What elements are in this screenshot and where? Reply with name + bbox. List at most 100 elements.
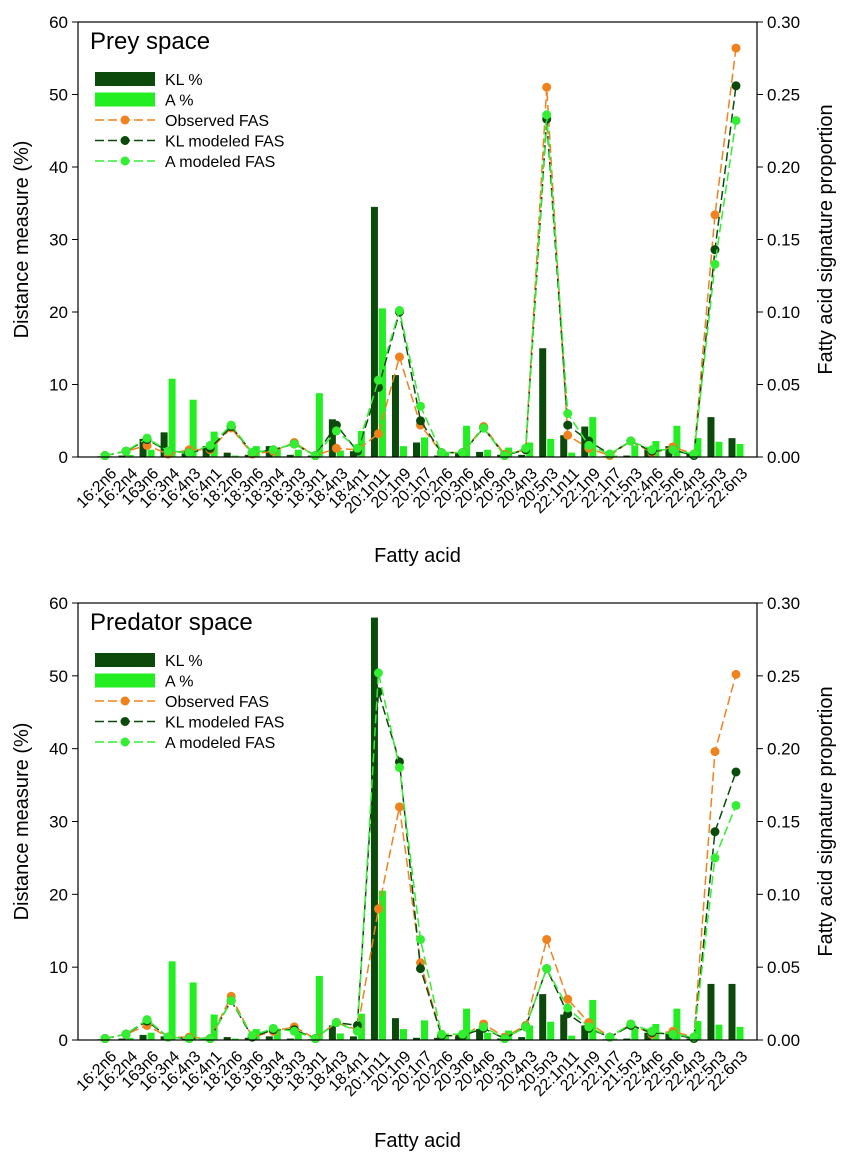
- bar: [181, 453, 189, 457]
- y-tick-label: 60: [49, 594, 68, 613]
- point: [500, 1034, 510, 1044]
- y-tick-label: 20: [49, 303, 68, 322]
- point: [689, 449, 699, 459]
- y-axis-title: Distance measure (%): [11, 141, 33, 339]
- y-tick-label: 20: [49, 885, 68, 904]
- bar: [168, 961, 176, 1040]
- bar: [560, 435, 568, 457]
- bar: [370, 617, 378, 1040]
- point: [563, 409, 573, 418]
- point: [584, 1022, 594, 1032]
- point: [163, 1032, 173, 1042]
- legend-swatch: [95, 653, 155, 667]
- bar: [294, 1032, 302, 1040]
- point: [416, 934, 425, 944]
- bar: [231, 455, 239, 457]
- y-tick-label: 50: [49, 667, 68, 686]
- point: [542, 82, 552, 92]
- bar: [189, 399, 197, 457]
- point: [310, 451, 320, 461]
- bar: [434, 455, 442, 457]
- bar: [399, 446, 407, 457]
- panel: 0 10 20 30 40 50 60 0.00 0.05 0.10 0.15 0.20 0.25 0.3…: [11, 13, 837, 567]
- bar: [126, 1037, 134, 1040]
- y-tick-label: 30: [49, 231, 68, 250]
- bar: [421, 437, 428, 457]
- point: [226, 996, 236, 1006]
- y2-tick-label: 0.10: [767, 303, 800, 322]
- legend-marker: [120, 115, 130, 125]
- point: [205, 1034, 215, 1044]
- legend-label: KL modeled FAS: [165, 134, 284, 151]
- point: [563, 420, 573, 430]
- point: [710, 259, 720, 269]
- bar: [526, 1025, 534, 1040]
- legend-label: KL %: [165, 72, 203, 89]
- point: [437, 1029, 447, 1039]
- point: [731, 81, 741, 91]
- legend-label: A modeled FAS: [165, 735, 275, 752]
- bar: [455, 453, 463, 457]
- point: [226, 420, 236, 430]
- bar: [378, 890, 386, 1040]
- y-tick-label: 0: [59, 448, 68, 467]
- bar: [328, 1025, 336, 1040]
- point: [394, 763, 404, 773]
- bar: [455, 1035, 463, 1040]
- bar: [476, 451, 484, 457]
- series-line: [104, 48, 737, 457]
- point: [352, 1026, 362, 1036]
- x-axis-title: Fatty acid: [374, 1130, 461, 1152]
- point: [710, 747, 720, 757]
- y-tick-label: 50: [49, 86, 68, 105]
- point: [563, 430, 573, 440]
- point: [521, 1022, 531, 1032]
- legend-marker: [120, 717, 130, 726]
- legend-swatch: [95, 92, 155, 107]
- bar: [673, 425, 681, 457]
- bar: [286, 1038, 294, 1040]
- bar: [378, 308, 386, 457]
- legend-label: A %: [165, 93, 193, 110]
- point: [100, 451, 110, 461]
- legend-label: A modeled FAS: [165, 154, 275, 171]
- bar: [168, 378, 176, 457]
- point: [479, 1022, 489, 1032]
- point: [479, 423, 489, 433]
- bar: [315, 975, 323, 1040]
- point: [437, 448, 447, 458]
- point: [626, 1019, 636, 1029]
- bar: [413, 442, 420, 457]
- bar: [644, 1032, 652, 1040]
- point: [268, 445, 278, 455]
- point: [184, 448, 194, 458]
- point: [731, 800, 741, 810]
- point: [668, 445, 678, 455]
- bar: [391, 1018, 399, 1040]
- y2-tick-label: 0.25: [767, 667, 800, 686]
- bar: [568, 1035, 576, 1040]
- bar: [463, 425, 471, 457]
- legend-swatch: [95, 673, 155, 688]
- bar: [623, 455, 631, 457]
- point: [731, 43, 741, 53]
- point: [731, 669, 741, 679]
- point: [542, 110, 552, 120]
- bar: [518, 454, 526, 457]
- bar: [139, 1034, 147, 1040]
- point: [142, 1015, 152, 1025]
- bar: [223, 1037, 231, 1040]
- bar: [610, 1038, 618, 1040]
- y2-tick-label: 0.30: [767, 594, 800, 613]
- bar: [265, 1036, 273, 1040]
- bar: [547, 438, 555, 457]
- bar: [315, 393, 323, 457]
- point: [373, 687, 383, 697]
- point: [289, 1026, 299, 1036]
- bar: [160, 432, 168, 457]
- bar: [421, 1020, 428, 1040]
- y2-tick-label: 0.30: [767, 13, 800, 32]
- bar: [736, 443, 744, 457]
- legend-label: Observed FAS: [165, 113, 269, 130]
